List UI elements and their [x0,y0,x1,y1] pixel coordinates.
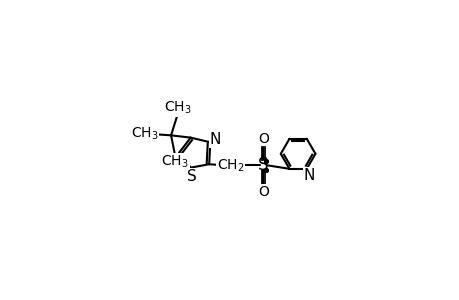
Text: CH$_3$: CH$_3$ [163,100,191,116]
Text: CH$_2$: CH$_2$ [217,157,244,174]
Text: CH$_3$: CH$_3$ [130,126,158,142]
Text: CH$_3$: CH$_3$ [161,153,189,170]
Text: N: N [209,132,221,147]
Text: S: S [257,156,268,174]
Text: O: O [257,132,269,146]
Text: N: N [303,168,314,183]
Text: S: S [186,169,196,184]
Text: O: O [257,185,269,199]
